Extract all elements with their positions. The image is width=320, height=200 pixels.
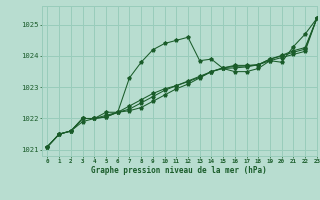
X-axis label: Graphe pression niveau de la mer (hPa): Graphe pression niveau de la mer (hPa) xyxy=(91,166,267,175)
